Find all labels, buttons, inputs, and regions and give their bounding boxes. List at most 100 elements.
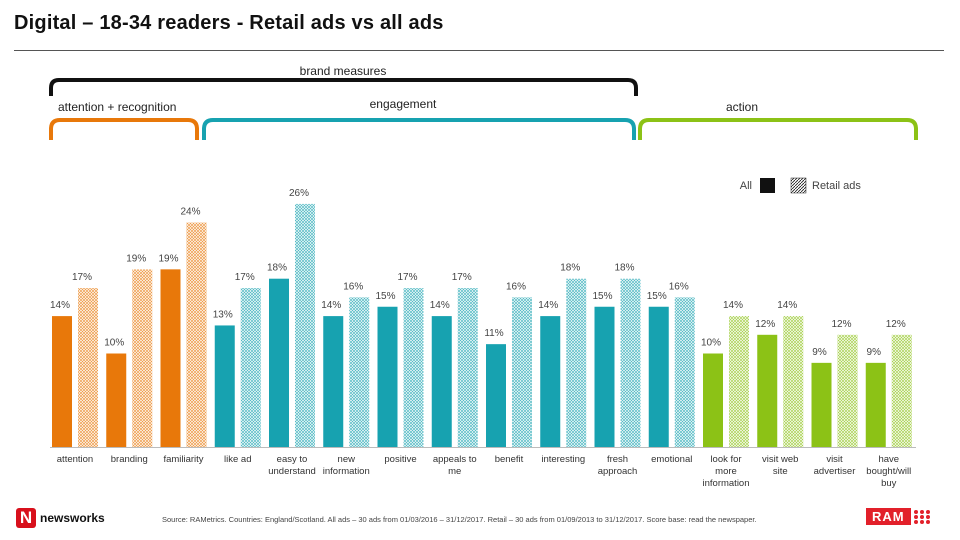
value-label-all-interesting: 14%	[538, 300, 558, 311]
bar-retail-benefit	[512, 297, 532, 447]
attention-group-label: attention + recognition	[58, 100, 176, 114]
legend-all-label: All	[740, 180, 752, 192]
bar-all-branding	[106, 353, 127, 447]
value-label-retail-visit-web-site: 14%	[777, 300, 797, 311]
category-label-branding: branding	[111, 454, 148, 465]
title-divider	[14, 50, 944, 51]
newsworks-logo-mark: N	[16, 508, 36, 528]
bar-all-positive	[377, 306, 398, 447]
value-label-all-benefit: 11%	[484, 328, 503, 339]
bar-retail-visit-advertiser	[837, 334, 858, 447]
category-label-appeals-to-me: appeals to me	[433, 454, 477, 477]
category-label-attention: attention	[57, 454, 93, 465]
value-label-all-attention: 14%	[50, 300, 70, 311]
value-label-all-familiarity: 19%	[158, 253, 178, 264]
value-label-all-easy-to-understand: 18%	[267, 263, 287, 274]
ram-dots-icon	[913, 509, 931, 524]
value-label-retail-benefit: 16%	[506, 281, 526, 292]
action-bracket	[638, 118, 918, 140]
ram-logo: RAM	[866, 508, 931, 525]
engagement-group-label: engagement	[370, 97, 437, 111]
category-label-interesting: interesting	[541, 454, 585, 465]
newsworks-logo-text: newsworks	[40, 511, 105, 525]
value-label-all-visit-advertiser: 9%	[812, 347, 827, 358]
value-label-all-look-for-more-information: 10%	[701, 338, 721, 349]
category-label-new-information: new information	[323, 454, 370, 477]
value-label-retail-have-bought-will-buy: 12%	[886, 319, 906, 330]
category-label-visit-advertiser: visit advertiser	[814, 454, 856, 477]
brand-measures-label: brand measures	[300, 64, 387, 78]
value-label-retail-attention: 17%	[72, 272, 92, 283]
attention-bracket	[49, 118, 199, 140]
category-label-benefit: benefit	[495, 454, 524, 465]
bar-all-have-bought-will-buy	[865, 362, 886, 447]
value-label-all-emotional: 15%	[647, 291, 667, 302]
bar-all-fresh-approach	[594, 306, 615, 447]
value-label-retail-positive: 17%	[397, 272, 417, 283]
category-label-look-for-more-information: look for more information	[703, 454, 750, 489]
bar-all-familiarity	[160, 269, 181, 447]
bar-retail-positive	[403, 288, 424, 447]
bar-retail-emotional	[674, 297, 695, 447]
value-label-all-fresh-approach: 15%	[592, 291, 612, 302]
category-label-familiarity: familiarity	[163, 454, 203, 465]
bar-all-visit-web-site	[757, 334, 778, 447]
bars-layer: 14% 17% attention 10% 19% branding 19% 24% famil…	[50, 188, 912, 489]
value-label-retail-appeals-to-me: 17%	[452, 272, 472, 283]
value-label-retail-emotional: 16%	[669, 281, 689, 292]
value-label-all-new-information: 14%	[321, 300, 341, 311]
category-label-emotional: emotional	[651, 454, 692, 465]
bar-retail-new-information	[349, 297, 370, 447]
value-label-all-positive: 15%	[375, 291, 395, 302]
value-label-retail-branding: 19%	[126, 253, 146, 264]
value-label-retail-visit-advertiser: 12%	[831, 319, 851, 330]
engagement-bracket	[202, 118, 636, 140]
category-label-positive: positive	[384, 454, 416, 465]
bar-retail-like-ad	[240, 288, 261, 447]
value-label-all-branding: 10%	[104, 338, 124, 349]
category-label-visit-web-site: visit web site	[762, 454, 798, 477]
value-label-all-appeals-to-me: 14%	[430, 300, 450, 311]
value-label-all-like-ad: 13%	[213, 309, 233, 320]
value-label-retail-fresh-approach: 18%	[614, 263, 634, 274]
bar-retail-branding	[132, 269, 153, 447]
action-group-label: action	[726, 100, 758, 114]
bar-retail-easy-to-understand	[295, 203, 315, 447]
newsworks-logo: N newsworks	[16, 506, 105, 530]
bar-retail-have-bought-will-buy	[891, 334, 912, 447]
bar-all-emotional	[648, 306, 669, 447]
category-label-have-bought-will-buy: have bought/will buy	[866, 454, 911, 489]
bar-retail-appeals-to-me	[457, 288, 478, 447]
bar-retail-visit-web-site	[783, 316, 804, 447]
category-label-fresh-approach: fresh approach	[598, 454, 638, 477]
value-label-all-visit-web-site: 12%	[755, 319, 775, 330]
legend-retail-swatch	[790, 177, 807, 194]
value-label-retail-familiarity: 24%	[180, 207, 200, 218]
bar-chart: brand measures attention + recognition e…	[49, 64, 918, 489]
category-label-like-ad: like ad	[224, 454, 251, 465]
page-title: Digital – 18-34 readers - Retail ads vs …	[14, 12, 444, 34]
bar-all-like-ad	[214, 325, 235, 447]
bar-all-visit-advertiser	[811, 362, 832, 447]
value-label-retail-new-information: 16%	[343, 281, 363, 292]
category-label-easy-to-understand: easy to understand	[268, 454, 316, 477]
source-note: Source: RAMetrics. Countries: England/Sc…	[162, 515, 757, 524]
ram-logo-text: RAM	[866, 508, 911, 525]
value-label-retail-look-for-more-information: 14%	[723, 300, 743, 311]
bar-all-attention	[52, 316, 72, 447]
bar-all-easy-to-understand	[269, 278, 289, 447]
bar-retail-look-for-more-information	[729, 316, 749, 447]
legend-all-swatch	[760, 178, 775, 193]
value-label-retail-easy-to-understand: 26%	[289, 188, 309, 199]
bar-retail-fresh-approach	[620, 278, 641, 447]
bar-all-interesting	[540, 316, 561, 447]
bar-retail-familiarity	[186, 222, 207, 447]
value-label-all-have-bought-will-buy: 9%	[867, 347, 882, 358]
bar-all-new-information	[323, 316, 344, 447]
brand-measures-bracket	[49, 78, 638, 96]
value-label-retail-like-ad: 17%	[235, 272, 255, 283]
bar-retail-attention	[78, 288, 98, 447]
bar-retail-interesting	[566, 278, 587, 447]
value-label-retail-interesting: 18%	[560, 263, 580, 274]
legend-retail-label: Retail ads	[812, 180, 861, 192]
